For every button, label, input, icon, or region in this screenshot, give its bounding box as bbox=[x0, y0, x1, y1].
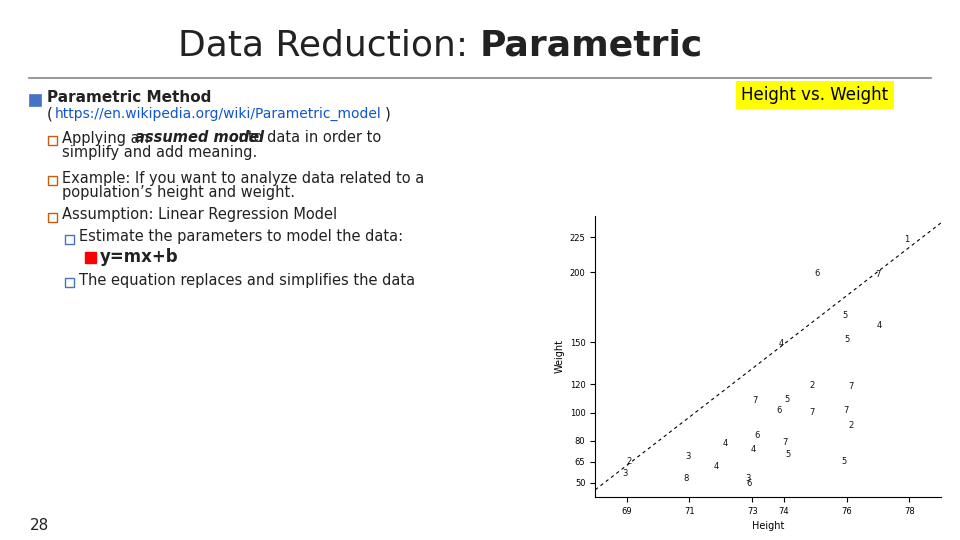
FancyBboxPatch shape bbox=[48, 213, 57, 221]
FancyBboxPatch shape bbox=[65, 278, 74, 287]
Text: ): ) bbox=[385, 106, 391, 122]
Text: Height vs. Weight: Height vs. Weight bbox=[741, 86, 889, 104]
Text: assumed model: assumed model bbox=[135, 131, 264, 145]
FancyBboxPatch shape bbox=[48, 136, 57, 145]
Text: 2: 2 bbox=[627, 457, 632, 465]
Text: simplify and add meaning.: simplify and add meaning. bbox=[62, 145, 257, 159]
Text: 3: 3 bbox=[745, 474, 751, 483]
Text: 28: 28 bbox=[30, 517, 49, 532]
Text: 4: 4 bbox=[722, 439, 728, 448]
FancyBboxPatch shape bbox=[30, 94, 41, 105]
Text: 5: 5 bbox=[841, 457, 847, 466]
Y-axis label: Weight: Weight bbox=[554, 340, 564, 373]
Text: 5: 5 bbox=[785, 450, 791, 460]
Text: 6: 6 bbox=[754, 430, 759, 440]
Text: Data Reduction:: Data Reduction: bbox=[179, 28, 480, 62]
Text: onto data in order to: onto data in order to bbox=[225, 131, 381, 145]
Text: 6: 6 bbox=[777, 406, 781, 415]
Text: 3: 3 bbox=[623, 469, 628, 478]
FancyBboxPatch shape bbox=[85, 252, 96, 263]
Text: 6: 6 bbox=[814, 269, 819, 278]
Text: (: ( bbox=[47, 106, 53, 122]
Text: population’s height and weight.: population’s height and weight. bbox=[62, 185, 295, 199]
Text: 7: 7 bbox=[753, 396, 757, 404]
Text: 6: 6 bbox=[747, 480, 752, 488]
Text: 8: 8 bbox=[684, 474, 689, 483]
Text: 4: 4 bbox=[876, 321, 881, 330]
Text: Parametric Method: Parametric Method bbox=[47, 91, 211, 105]
FancyBboxPatch shape bbox=[65, 234, 74, 244]
Text: Parametric: Parametric bbox=[480, 28, 704, 62]
Text: 1: 1 bbox=[903, 235, 909, 244]
Text: Assumption: Linear Regression Model: Assumption: Linear Regression Model bbox=[62, 207, 337, 222]
Text: https://en.wikipedia.org/wiki/Parametric_model: https://en.wikipedia.org/wiki/Parametric… bbox=[55, 107, 382, 121]
Text: 5: 5 bbox=[843, 311, 848, 320]
Text: Applying an: Applying an bbox=[62, 131, 154, 145]
Text: 7: 7 bbox=[809, 408, 814, 417]
Text: The equation replaces and simplifies the data: The equation replaces and simplifies the… bbox=[79, 273, 415, 287]
Text: 5: 5 bbox=[784, 395, 789, 404]
FancyBboxPatch shape bbox=[48, 176, 57, 185]
Text: 7: 7 bbox=[782, 438, 787, 447]
Text: 4: 4 bbox=[751, 445, 756, 454]
Text: 3: 3 bbox=[685, 452, 690, 461]
Text: 2: 2 bbox=[849, 421, 853, 429]
Text: 7: 7 bbox=[843, 406, 849, 415]
Text: 2: 2 bbox=[809, 381, 815, 389]
Text: 7: 7 bbox=[848, 382, 853, 392]
Text: 7: 7 bbox=[876, 269, 881, 279]
Text: 4: 4 bbox=[713, 462, 719, 470]
Text: Estimate the parameters to model the data:: Estimate the parameters to model the dat… bbox=[79, 230, 403, 245]
Text: y=mx+b: y=mx+b bbox=[100, 248, 179, 266]
X-axis label: Height: Height bbox=[752, 521, 784, 531]
Text: 4: 4 bbox=[779, 339, 783, 348]
Text: Example: If you want to analyze data related to a: Example: If you want to analyze data rel… bbox=[62, 171, 424, 186]
Text: 5: 5 bbox=[844, 335, 850, 345]
